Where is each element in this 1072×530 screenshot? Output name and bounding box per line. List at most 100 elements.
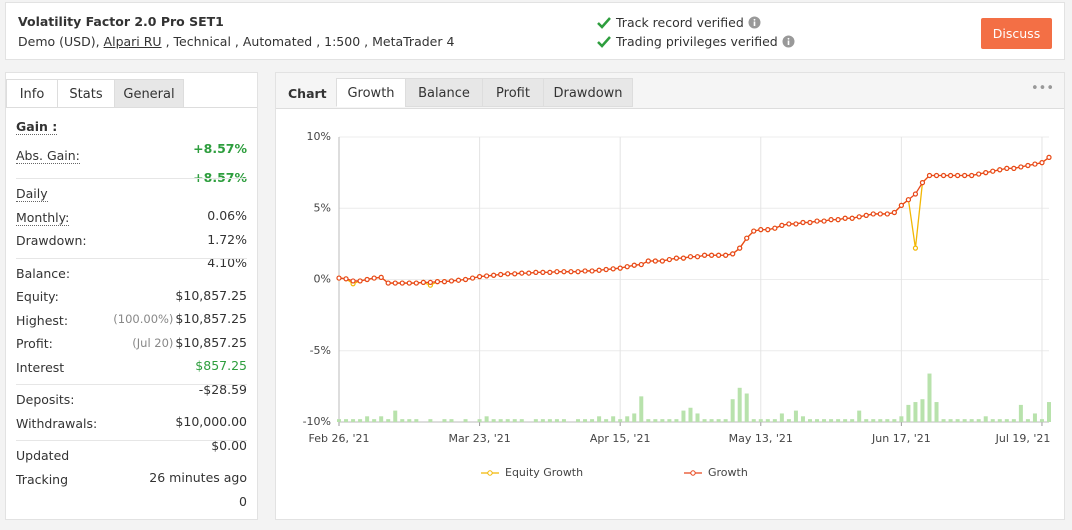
menu-button[interactable]: ••• (1031, 81, 1055, 96)
point-marker (1032, 161, 1038, 167)
volume-bar (428, 419, 433, 422)
chart-tab[interactable]: Balance (405, 78, 483, 107)
y-tick-label: 10% (307, 130, 331, 143)
volume-bar (358, 419, 363, 422)
separator (16, 440, 247, 441)
volume-bar (709, 419, 714, 422)
volume-bar (878, 419, 883, 422)
info-icon[interactable] (748, 16, 761, 29)
volume-bar (1025, 419, 1030, 422)
stat-row: Monthly: 1.72% (16, 207, 247, 247)
point-marker (427, 279, 433, 285)
broker-link[interactable]: Alpari RU (103, 34, 162, 49)
x-tick-label: Apr 15, '21 (590, 432, 651, 445)
tab[interactable]: Info (6, 79, 58, 108)
stat-value: -$28.59 (198, 381, 247, 397)
chart-tab[interactable]: Growth (336, 78, 406, 107)
point-marker (448, 278, 455, 284)
point-marker (983, 170, 989, 176)
stat-value: $10,857.25 (175, 311, 247, 326)
volume-bar (632, 413, 637, 422)
legend-marker (487, 470, 493, 476)
volume-bar (906, 404, 911, 422)
point-marker (561, 269, 567, 275)
volume-bar (519, 419, 524, 422)
point-marker (512, 271, 518, 277)
volume-bar (892, 419, 897, 422)
volume-bar (484, 416, 489, 422)
chart-tab[interactable]: Profit (482, 78, 544, 107)
volume-bar (505, 419, 510, 422)
point-marker (737, 245, 743, 251)
point-marker (568, 269, 574, 275)
volume-bar (955, 419, 960, 422)
volume-bar (786, 419, 791, 422)
point-marker (687, 254, 694, 260)
verified-item: Trading privileges verified (596, 32, 795, 51)
stat-label: Equity: (16, 289, 59, 304)
point-marker (603, 266, 609, 273)
chart-tab[interactable]: Drawdown (543, 78, 633, 107)
stat-label: Deposits: (16, 392, 75, 407)
volume-bar (730, 399, 735, 422)
chart-label: Chart (288, 86, 327, 101)
stat-value: +8.57% (193, 141, 247, 156)
stat-value-wrap: $10,000.00 (175, 411, 247, 433)
point-marker (969, 172, 975, 179)
volume-bar (836, 419, 841, 422)
volume-bar (857, 410, 862, 422)
info-icon[interactable] (782, 35, 795, 48)
volume-bar (871, 419, 876, 422)
point-marker (624, 264, 630, 270)
volume-bar (751, 419, 756, 422)
volume-bar (407, 419, 412, 422)
volume-bar (695, 413, 700, 422)
point-marker (575, 269, 581, 275)
stat-row: Equity: (100.00%) $10,857.25 (16, 286, 247, 326)
volume-bar (758, 419, 763, 422)
stat-value-wrap: 1.72% (207, 229, 247, 251)
point-marker (730, 251, 736, 257)
volume-bar (969, 419, 974, 422)
point-marker (652, 258, 658, 264)
volume-bar (554, 419, 559, 422)
point-marker (645, 258, 651, 264)
volume-bar (688, 407, 693, 422)
stat-label: Interest (16, 359, 65, 375)
point-marker (378, 274, 384, 280)
stat-value-wrap: (Jul 20) $10,857.25 (132, 332, 247, 354)
point-marker (701, 252, 708, 258)
volume-bar (561, 419, 566, 422)
separator (16, 257, 247, 259)
volume-bar (590, 419, 595, 422)
stat-row: Interest -$28.59 (16, 357, 247, 397)
volume-bar (990, 419, 995, 422)
stat-row: Deposits: $10,000.00 (16, 389, 247, 429)
tab[interactable]: General (114, 79, 184, 108)
tab[interactable]: Stats (57, 79, 115, 108)
stat-value: $0.00 (211, 437, 247, 453)
legend-marker (690, 470, 696, 476)
point-marker (898, 202, 904, 209)
stat-value-wrap: +8.57% (193, 138, 247, 160)
stat-value-wrap: 26 minutes ago (149, 467, 247, 489)
point-marker (343, 276, 349, 282)
point-marker (680, 255, 687, 261)
stat-value-wrap: $0.00 (211, 435, 247, 457)
volume-bar (807, 419, 812, 422)
volume-bar (583, 419, 588, 422)
discuss-button[interactable]: Discuss (981, 18, 1052, 49)
header: Volatility Factor 2.0 Pro SET1 Demo (USD… (5, 2, 1065, 60)
stat-row: Balance: $10,857.25 (16, 263, 247, 303)
volume-bar (716, 419, 721, 422)
stat-value: 26 minutes ago (149, 470, 247, 485)
volume-bar (386, 419, 391, 422)
volume-bar (1018, 404, 1023, 422)
stat-label: Abs. Gain: (16, 148, 80, 164)
volume-bar (899, 416, 904, 422)
volume-bar (885, 419, 890, 422)
stat-label: Profit: (16, 336, 53, 351)
volume-bar (779, 413, 784, 422)
point-marker (547, 269, 553, 275)
